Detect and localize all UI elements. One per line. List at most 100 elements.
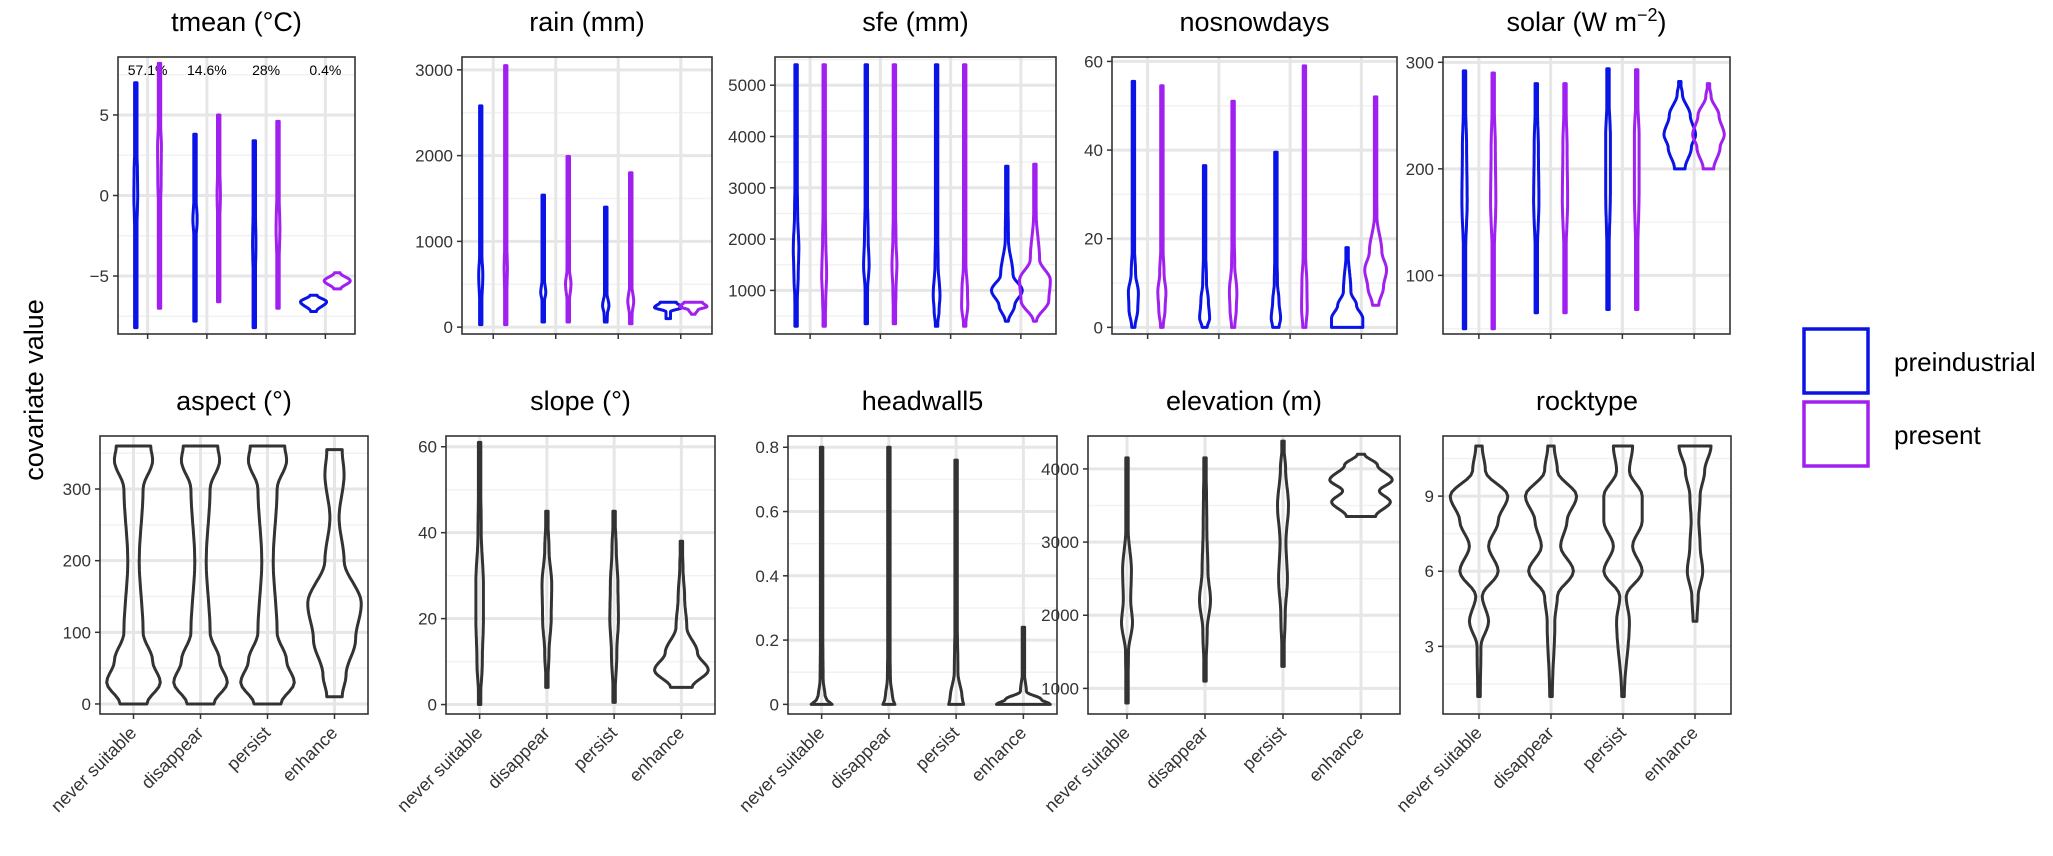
y-tick-label: 0 bbox=[82, 695, 91, 714]
panel-nosnowdays: nosnowdays 0 20 40 60 bbox=[1084, 7, 1398, 339]
legend: preindustrial present bbox=[1802, 327, 2036, 468]
panel-title: sfe (mm) bbox=[862, 7, 968, 37]
y-tick-label: 200 bbox=[1406, 160, 1434, 179]
violin-present-never-suitable bbox=[156, 61, 163, 310]
x-tick-label: persist bbox=[1238, 723, 1290, 775]
y-tick-label: 1000 bbox=[1041, 679, 1079, 698]
violin-all-disappear bbox=[881, 445, 897, 706]
panel-background bbox=[1443, 436, 1731, 714]
violin-preindustrial-disappear bbox=[862, 63, 871, 326]
violin-preindustrial-persist bbox=[931, 63, 942, 328]
panel-title: headwall5 bbox=[862, 386, 984, 416]
violin-present-disappear bbox=[215, 113, 222, 304]
panel-background bbox=[462, 57, 712, 334]
x-tick-label: never suitable bbox=[735, 723, 828, 816]
violin-preindustrial-disappear bbox=[1532, 82, 1541, 315]
y-tick-label: 20 bbox=[1084, 230, 1103, 249]
violin-present-persist bbox=[626, 171, 636, 326]
violin-all-enhance bbox=[1328, 452, 1394, 518]
x-tick-label: never suitable bbox=[1040, 723, 1133, 816]
violin-preindustrial-persist bbox=[601, 205, 611, 324]
violin-preindustrial-persist bbox=[1604, 67, 1612, 311]
y-tick-label: 0.6 bbox=[755, 503, 779, 522]
panel-title: rain (mm) bbox=[529, 7, 645, 37]
x-tick-label: persist bbox=[911, 723, 963, 775]
y-tick-label: 0.2 bbox=[755, 631, 779, 650]
panel-title: slope (°) bbox=[530, 386, 631, 416]
violin-all-persist bbox=[1602, 444, 1644, 698]
y-tick-label: 1000 bbox=[728, 281, 766, 300]
x-tick-label: enhance bbox=[1305, 723, 1368, 786]
y-tick-label: 300 bbox=[1406, 53, 1434, 72]
violin-all-never-suitable bbox=[1448, 444, 1510, 698]
y-tick-label: 0.8 bbox=[755, 438, 779, 457]
y-tick-label: 3000 bbox=[415, 61, 453, 80]
violin-preindustrial-enhance bbox=[1330, 246, 1365, 329]
y-tick-label: 0 bbox=[770, 695, 779, 714]
y-tick-label: 2000 bbox=[1041, 606, 1079, 625]
panel-border bbox=[117, 56, 356, 335]
y-tick-label: 40 bbox=[418, 524, 437, 543]
violin-present-enhance bbox=[678, 300, 709, 316]
panel-border bbox=[1087, 435, 1401, 715]
violin-preindustrial-enhance bbox=[653, 300, 684, 321]
panel-border bbox=[1111, 56, 1398, 335]
x-tick-label: enhance bbox=[967, 723, 1030, 786]
violin-preindustrial-never-suitable bbox=[1460, 69, 1469, 331]
violin-preindustrial-never-suitable bbox=[1126, 79, 1140, 329]
violin-present-persist bbox=[960, 63, 970, 328]
violin-present-enhance bbox=[322, 271, 352, 291]
x-tick-label: enhance bbox=[1639, 723, 1702, 786]
panel-border bbox=[461, 56, 713, 335]
violin-preindustrial-disappear bbox=[191, 132, 199, 323]
violin-all-disappear bbox=[1523, 444, 1579, 698]
violin-present-disappear bbox=[890, 63, 899, 326]
y-tick-label: 20 bbox=[418, 610, 437, 629]
x-tick-label: disappear bbox=[826, 723, 896, 793]
violin-present-persist bbox=[1632, 68, 1641, 311]
panel-title: elevation (m) bbox=[1166, 386, 1322, 416]
y-tick-label: 0.4 bbox=[755, 567, 779, 586]
y-tick-label: 100 bbox=[63, 623, 91, 642]
violin-all-never-suitable bbox=[474, 440, 485, 706]
y-tick-label: 1000 bbox=[415, 232, 453, 251]
panel-border bbox=[787, 435, 1058, 715]
x-tick-label: never suitable bbox=[1392, 723, 1485, 816]
violin-all-persist bbox=[239, 444, 296, 706]
panel-title: rocktype bbox=[1536, 386, 1638, 416]
x-tick-label: enhance bbox=[278, 723, 341, 786]
violin-all-never-suitable bbox=[1120, 456, 1134, 705]
violin-present-never-suitable bbox=[502, 64, 509, 327]
panel-border bbox=[1442, 435, 1732, 715]
x-tick-label: disappear bbox=[137, 723, 207, 793]
violin-all-persist bbox=[947, 458, 966, 706]
violin-present-enhance bbox=[1363, 95, 1389, 307]
x-tick-label: disappear bbox=[1488, 723, 1558, 793]
legend-key-present bbox=[1802, 400, 1870, 468]
y-tick-label: 4000 bbox=[1041, 460, 1079, 479]
x-tick-label: persist bbox=[223, 723, 275, 775]
legend-key-preindustrial bbox=[1802, 327, 1870, 395]
x-tick-label: never suitable bbox=[47, 723, 140, 816]
violin-all-enhance bbox=[653, 539, 710, 689]
violin-present-enhance bbox=[1691, 82, 1726, 171]
y-tick-label: 0 bbox=[1094, 318, 1103, 337]
percentage-annotation: 14.6% bbox=[187, 62, 227, 78]
y-tick-label: 0 bbox=[428, 696, 437, 715]
x-tick-label: never suitable bbox=[393, 723, 486, 816]
violin-all-disappear bbox=[172, 444, 229, 706]
panel-border bbox=[445, 435, 716, 715]
percentage-annotation: 28% bbox=[252, 62, 280, 78]
panel-headwall5: headwall5 0 0.2 0.4 0.6 0.8 never suitabledisa… bbox=[735, 386, 1058, 816]
panel-elevation-m: elevation (m) 1000 2000 3000 4000 never suita… bbox=[1040, 386, 1401, 816]
panel-rain-mm: rain (mm) 0 1000 2000 3000 bbox=[415, 7, 713, 339]
y-tick-label: 3000 bbox=[728, 179, 766, 198]
violin-preindustrial-enhance bbox=[299, 293, 329, 313]
panel-background bbox=[1112, 57, 1397, 334]
violin-preindustrial-disappear bbox=[539, 193, 548, 324]
y-tick-label: 3 bbox=[1425, 637, 1434, 656]
legend-label-preindustrial: preindustrial bbox=[1894, 347, 2036, 377]
panel-solar-w-m: solar (W m−2) 100 200 300 bbox=[1406, 5, 1731, 339]
violin-all-disappear bbox=[1198, 456, 1212, 683]
